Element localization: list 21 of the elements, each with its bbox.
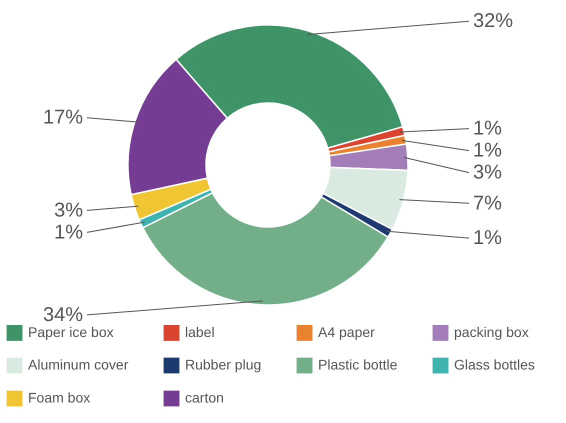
donut-slice	[142, 192, 389, 306]
data-label: 34%	[42, 304, 84, 326]
data-label: 32%	[473, 10, 514, 32]
legend-label: Foam box	[28, 390, 90, 406]
data-label: 7%	[473, 192, 502, 214]
data-label: 1%	[473, 227, 502, 250]
legend-label: Aluminum cover	[28, 356, 129, 372]
data-label: 17%	[42, 106, 84, 129]
legend-label: Rubber plug	[185, 356, 262, 372]
legend-label: A4 paper	[318, 324, 376, 340]
legend-label: label	[185, 324, 215, 340]
legend-label: packing box	[454, 324, 529, 340]
legend-label: Plastic bottle	[318, 356, 398, 372]
data-label: 1%	[473, 140, 502, 162]
legend-label: Glass bottles	[454, 356, 535, 372]
legend-label: carton	[185, 390, 224, 406]
data-label: 3%	[54, 199, 84, 222]
data-label: 1%	[54, 221, 84, 244]
legend-label: Paper ice box	[28, 324, 114, 340]
data-label: 1%	[473, 118, 502, 140]
data-label: 3%	[473, 162, 502, 184]
